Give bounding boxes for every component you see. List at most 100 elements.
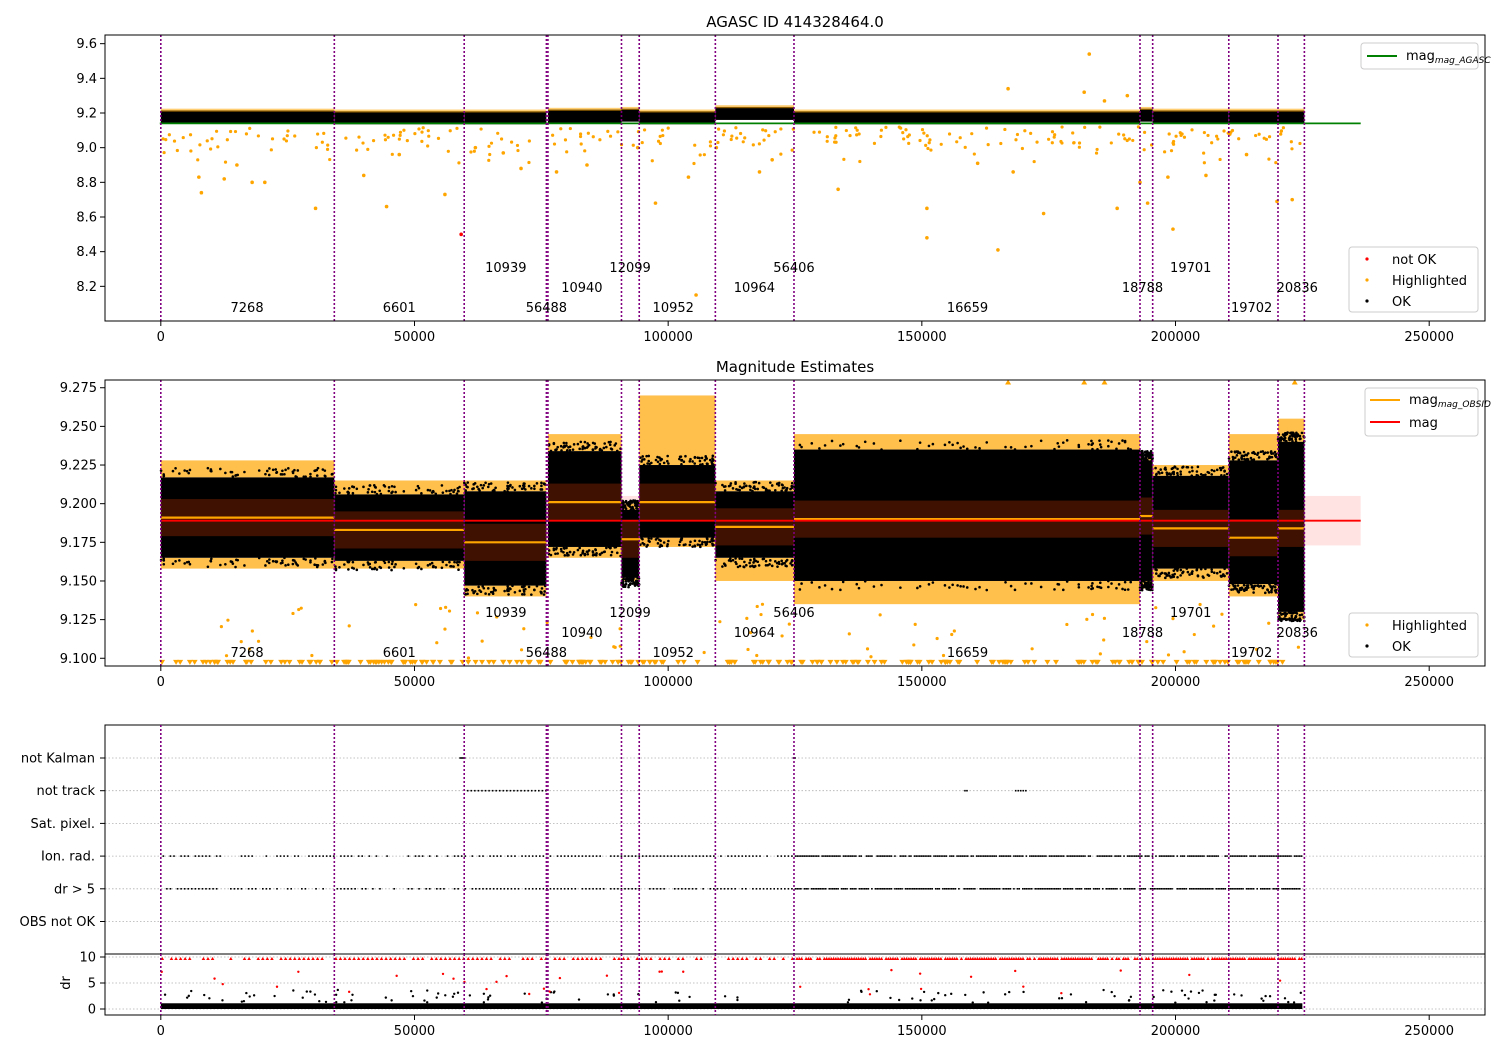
- ok-point: [818, 586, 821, 589]
- ok-point: [951, 443, 954, 447]
- dr-not-ok-marker: [502, 956, 507, 961]
- highlighted-point: [229, 129, 233, 134]
- flag-point: [333, 855, 335, 857]
- highlighted-points: [159, 379, 1300, 665]
- ok-point: [441, 491, 445, 494]
- highlighted-point: [196, 158, 200, 162]
- dr-not-ok-marker: [343, 956, 347, 961]
- ok-point: [698, 539, 701, 543]
- flag-point: [958, 888, 960, 890]
- flag-point: [1094, 888, 1097, 890]
- flag-point: [963, 888, 966, 890]
- flag-point: [509, 789, 512, 792]
- dr-not-ok-marker: [1062, 956, 1066, 961]
- ok-point: [745, 563, 748, 567]
- dr-not-ok-marker: [416, 956, 420, 961]
- highlighted-point: [269, 148, 273, 152]
- highlighted-point: [443, 192, 447, 197]
- flag-point: [851, 855, 854, 857]
- highlighted-point: [955, 140, 959, 144]
- flag-point: [581, 888, 584, 890]
- flag-point: [970, 855, 973, 857]
- ok-point: [777, 481, 781, 485]
- ok-point: [684, 454, 687, 458]
- dr-point: [1162, 989, 1165, 992]
- flag-point: [539, 888, 541, 890]
- ok-point: [571, 553, 575, 556]
- flag-point: [1256, 888, 1258, 890]
- dr-not-ok-marker: [836, 956, 840, 961]
- highlighted-point: [613, 645, 617, 649]
- highlighted-point: [223, 160, 228, 164]
- highlighted-marker: [899, 659, 906, 665]
- ok-point: [610, 448, 614, 451]
- ok-point: [1167, 571, 1171, 575]
- flag-point: [1236, 855, 1239, 857]
- flag-point: [180, 855, 182, 857]
- y-tick-label: 9.6: [76, 37, 97, 52]
- dr-not-ok-marker: [658, 956, 662, 961]
- ok-point: [1256, 584, 1259, 587]
- flag-point: [414, 855, 417, 857]
- dr-not-ok-marker: [1254, 956, 1258, 961]
- highlighted-marker: [597, 659, 604, 665]
- flag-point: [610, 888, 612, 890]
- ok-point: [650, 537, 653, 540]
- flag-point: [979, 888, 981, 890]
- ok-point: [230, 560, 234, 564]
- ok-point: [1220, 474, 1223, 477]
- ok-point: [315, 468, 319, 472]
- flag-point: [1025, 855, 1028, 857]
- flag-point: [652, 888, 655, 890]
- ok-point: [174, 466, 177, 470]
- y-tick-label: 8.2: [76, 280, 97, 295]
- ok-points-block: [1228, 460, 1278, 585]
- highlighted-rim: [160, 108, 335, 112]
- highlighted-point: [947, 132, 952, 136]
- ok-point: [965, 586, 969, 589]
- highlighted-point: [1050, 141, 1054, 145]
- ok-point: [634, 503, 638, 507]
- flag-point: [283, 855, 285, 857]
- ok-point: [296, 469, 300, 472]
- highlighted-point: [927, 141, 931, 145]
- highlighted-point: [586, 131, 590, 135]
- flag-point: [1206, 888, 1209, 890]
- flag-point: [1006, 888, 1008, 890]
- ok-point: [578, 546, 581, 550]
- flag-point: [773, 888, 775, 890]
- legend-label-mag: mag: [1409, 416, 1438, 431]
- highlighted-point: [527, 160, 531, 165]
- ok-point: [768, 489, 771, 492]
- highlighted-point: [326, 143, 330, 147]
- ok-point: [314, 557, 317, 560]
- flag-point: [1240, 888, 1243, 890]
- dr-not-ok-marker: [923, 956, 927, 961]
- dr-point: [318, 999, 321, 1003]
- dr-point: [1201, 989, 1204, 992]
- highlighted-point: [702, 153, 706, 157]
- ok-point: [703, 458, 707, 462]
- ok-point: [579, 440, 583, 444]
- flag-point: [945, 888, 948, 890]
- ok-point: [927, 583, 931, 586]
- x-tick-label: 100000: [643, 330, 693, 345]
- dr-not-ok-marker: [617, 956, 621, 961]
- ok-point: [1246, 586, 1250, 589]
- highlighted-point: [489, 141, 494, 145]
- dr-not-ok-marker: [667, 956, 671, 961]
- flag-point: [943, 888, 946, 890]
- flag-point: [688, 855, 690, 857]
- highlighted-point: [741, 140, 745, 144]
- dr-points: [160, 956, 1304, 1009]
- ok-point: [783, 486, 786, 489]
- flag-point: [887, 888, 889, 890]
- ok-point: [568, 445, 572, 448]
- flag-point: [981, 855, 983, 857]
- ok-point: [790, 559, 794, 562]
- flag-point: [1089, 888, 1092, 890]
- obsid-label: 10964: [734, 626, 775, 641]
- highlighted-envelope: [160, 460, 335, 478]
- dr-not-ok-marker: [366, 956, 370, 961]
- ok-point: [565, 444, 568, 447]
